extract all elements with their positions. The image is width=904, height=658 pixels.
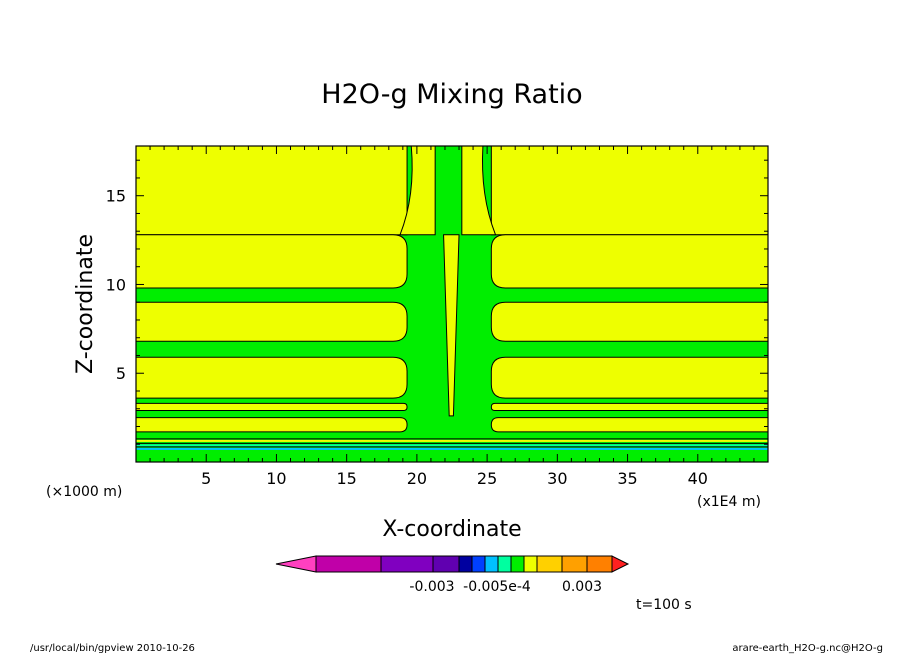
x-tick-label-15: 15 (336, 469, 356, 488)
legend-swatch-2 (380, 555, 434, 573)
surface-layers (136, 438, 768, 450)
legend-swatch-12 (586, 555, 613, 573)
plot-frame (135, 145, 769, 463)
chart-title: H2O-g Mixing Ratio (321, 79, 582, 110)
plume-spike (443, 234, 460, 417)
footer-left: /usr/local/bin/gpview 2010-10-26 (30, 643, 195, 654)
legend-label-3: 0.003 (562, 579, 602, 595)
x-tick-label-35: 35 (617, 469, 637, 488)
legend-swatch-5 (471, 555, 486, 573)
legend-swatch-3 (432, 555, 460, 573)
legend-arrow-left (275, 555, 317, 573)
plume-flank-right (461, 145, 497, 236)
y-tick-label-5: 5 (116, 364, 126, 383)
x-axis-label: X-coordinate (382, 517, 521, 542)
contour-band-band-3-right (490, 234, 769, 289)
contour-band-band-3-left (135, 234, 408, 289)
legend-swatch-4 (458, 555, 473, 573)
footer-right: arare-earth_H2O-g.nc@H2O-g (732, 643, 883, 654)
plume-flank-left (399, 145, 436, 236)
contour-bands (135, 145, 769, 433)
legend-swatch-6 (484, 555, 499, 573)
legend-swatch-10 (536, 555, 563, 573)
contour-band-low-1-left (135, 402, 408, 412)
contour-band-band-1-right (490, 356, 769, 399)
y-tick-label-15: 15 (106, 187, 126, 206)
legend-arrow-right (611, 555, 630, 573)
legend-label-2: -0.005e-4 (463, 579, 531, 595)
axis-ticks: 5 10 15 20 25 30 35 40 5 10 15 (106, 146, 768, 488)
legend-swatch-9 (523, 555, 538, 573)
contour-band-low-2-left (135, 417, 408, 433)
contour-band-low-1-right (490, 402, 769, 412)
contour-band-band-2-right (490, 301, 769, 342)
contour-band-upper-right (490, 145, 769, 236)
x-tick-label-30: 30 (547, 469, 567, 488)
contour-band-band-1-left (135, 356, 408, 399)
y-axis-label: Z-coordinate (73, 234, 98, 374)
legend-swatch-1 (315, 555, 382, 573)
time-label: t=100 s (636, 597, 692, 613)
x-tick-label-20: 20 (407, 469, 427, 488)
legend-swatch-7 (497, 555, 512, 573)
contour-band-low-2-right (490, 417, 769, 433)
surface-layer-1 (136, 439, 768, 442)
legend-label-1: -0.003 (409, 579, 454, 595)
surface-layer-2 (136, 444, 768, 447)
x-tick-label-40: 40 (688, 469, 708, 488)
legend-swatch-11 (561, 555, 588, 573)
y-tick-label-10: 10 (106, 275, 126, 294)
color-legend (275, 555, 630, 573)
x-unit-left: (×1000 m) (46, 484, 122, 500)
plume-column (399, 145, 497, 417)
x-tick-label-10: 10 (266, 469, 286, 488)
legend-swatch-8 (510, 555, 525, 573)
contour-band-band-2-left (135, 301, 408, 342)
surface-layer-3 (136, 447, 768, 450)
x-unit-right: (x1E4 m) (697, 494, 761, 510)
x-tick-label-25: 25 (477, 469, 497, 488)
contour-band-upper-left (135, 145, 408, 236)
x-tick-label-5: 5 (201, 469, 211, 488)
